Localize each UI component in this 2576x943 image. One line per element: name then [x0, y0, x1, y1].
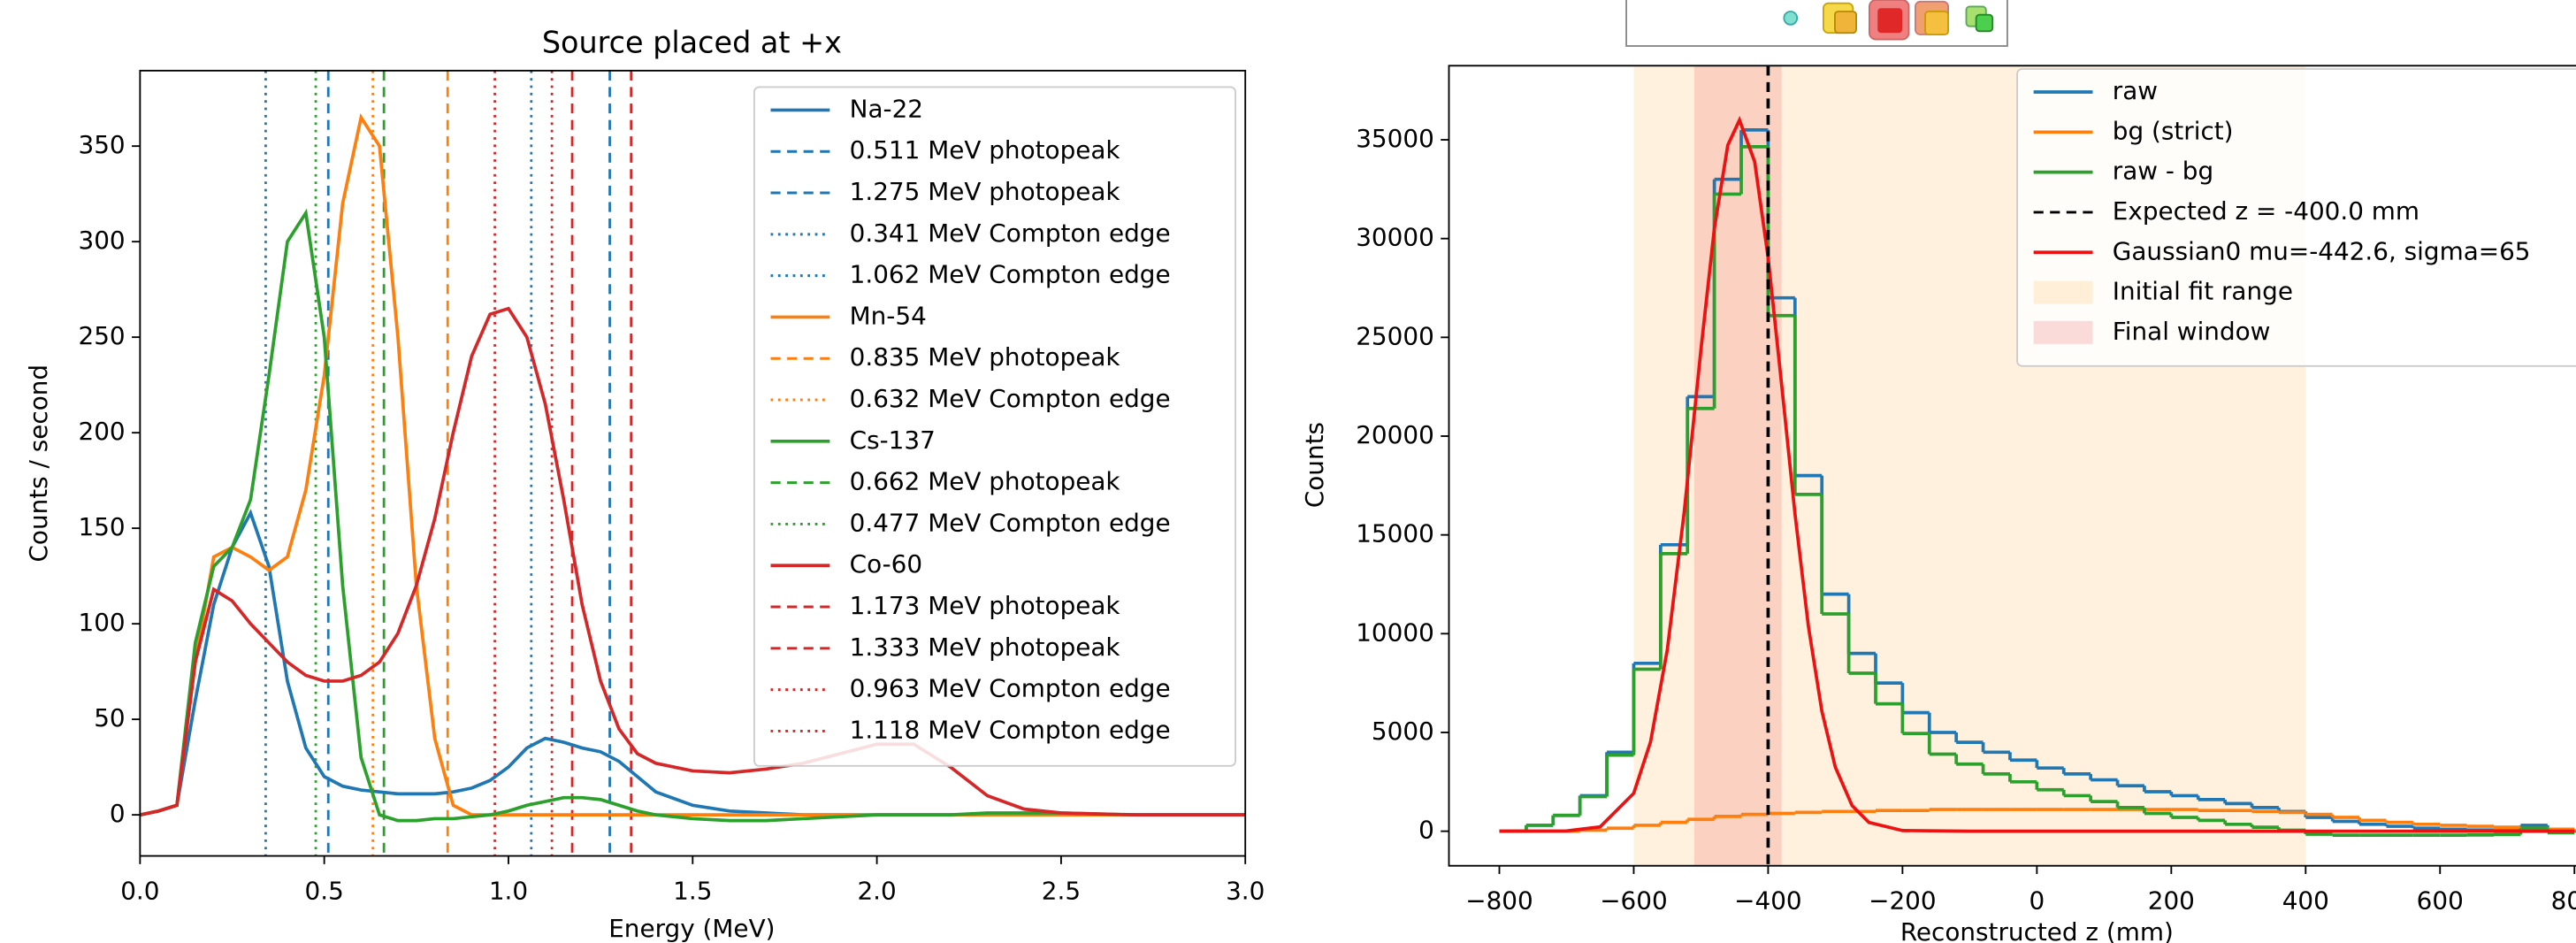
- y-tick-label: 0: [110, 799, 126, 828]
- y-tick-label: 25000: [1356, 321, 1434, 350]
- legend-label: Expected z = -400.0 mm: [2113, 196, 2419, 226]
- y-tick-label: 5000: [1372, 717, 1434, 746]
- legend-label: 1.118 MeV Compton edge: [850, 715, 1171, 744]
- legend-label: raw - bg: [2113, 157, 2213, 186]
- legend-label: 1.062 MeV Compton edge: [850, 260, 1171, 289]
- x-tick-label: 400: [2282, 886, 2329, 916]
- x-tick-label: 200: [2148, 886, 2195, 916]
- y-tick-label: 50: [94, 703, 125, 732]
- y-tick-label: 150: [78, 512, 125, 541]
- icon: [1975, 13, 1994, 33]
- x-tick-label: 2.0: [857, 876, 896, 905]
- legend-label: 0.662 MeV photopeak: [850, 467, 1121, 496]
- y-tick-label: 20000: [1356, 420, 1434, 449]
- icon: [1834, 11, 1857, 34]
- x-tick-label: 0: [2029, 886, 2045, 916]
- icon: [1783, 11, 1799, 26]
- step-riser: [1525, 146, 2576, 836]
- x-tick-label: 2.5: [1042, 876, 1081, 905]
- legend-swatch: [2033, 280, 2093, 304]
- legend-label: 0.632 MeV Compton edge: [850, 384, 1171, 413]
- y-tick-label: 300: [78, 226, 125, 255]
- legend-label: 0.835 MeV photopeak: [850, 342, 1121, 372]
- y-tick-label: 0: [1418, 816, 1434, 845]
- x-tick-label: 800: [2551, 886, 2576, 916]
- x-axis-label: Reconstructed z (mm): [1900, 917, 2174, 943]
- y-tick-label: 15000: [1356, 519, 1434, 548]
- x-tick-label: 1.0: [489, 876, 528, 905]
- y-tick-label: 350: [78, 130, 125, 159]
- legend-label: Gaussian0 mu=-442.6, sigma=65: [2113, 236, 2531, 265]
- legend-label: raw: [2113, 76, 2158, 105]
- legend-label: Mn-54: [850, 301, 927, 330]
- y-tick-label: 250: [78, 321, 125, 350]
- legend-swatch: [2033, 320, 2093, 344]
- x-tick-label: −400: [1734, 886, 1801, 916]
- y-tick-label: 100: [78, 608, 125, 637]
- y-tick-label: 35000: [1356, 124, 1434, 153]
- series-line: [139, 208, 1246, 823]
- legend-label: 1.333 MeV photopeak: [850, 632, 1121, 662]
- legend-label: Na-22: [850, 94, 923, 123]
- legend-label: 1.275 MeV photopeak: [850, 177, 1121, 206]
- icon: [1924, 11, 1949, 35]
- fit-curve: [1499, 115, 2575, 833]
- legend-label: Co-60: [850, 549, 922, 579]
- x-tick-label: −200: [1869, 886, 1936, 916]
- x-tick-label: 600: [2417, 886, 2464, 916]
- legend-box: [2016, 68, 2576, 367]
- x-axis-label: Energy (MeV): [608, 914, 775, 943]
- legend-label: 0.341 MeV Compton edge: [850, 218, 1171, 248]
- x-tick-label: 1.5: [673, 876, 712, 905]
- legend-label: Initial fit range: [2113, 277, 2293, 306]
- y-axis-label: Counts / second: [24, 364, 53, 563]
- x-tick-label: −600: [1600, 886, 1667, 916]
- plot-frame: [139, 69, 1247, 857]
- legend-label: 0.477 MeV Compton edge: [850, 508, 1171, 537]
- toolbar-fragment: [1625, 0, 2008, 47]
- y-tick-label: 30000: [1356, 223, 1434, 252]
- x-tick-label: 0.5: [305, 876, 344, 905]
- legend-label: bg (strict): [2113, 116, 2234, 145]
- x-tick-label: 3.0: [1226, 876, 1265, 905]
- legend-label: 0.511 MeV photopeak: [850, 135, 1121, 165]
- x-tick-label: −800: [1465, 886, 1533, 916]
- y-tick-label: 10000: [1356, 617, 1434, 647]
- x-tick-label: 0.0: [120, 876, 159, 905]
- plot-frame: [1448, 65, 2576, 867]
- toolbar-box: [1625, 0, 2008, 47]
- legend-label: Final window: [2113, 317, 2271, 346]
- legend-label: Cs-137: [850, 426, 936, 455]
- chart-title: Source placed at +x: [542, 26, 842, 60]
- y-axis-label: Counts: [1300, 422, 1329, 508]
- legend-label: 0.963 MeV Compton edge: [850, 674, 1171, 703]
- icon: [1877, 8, 1903, 34]
- legend-box: [753, 86, 1236, 767]
- y-tick-label: 200: [78, 417, 125, 446]
- legend-label: 1.173 MeV photopeak: [850, 591, 1121, 620]
